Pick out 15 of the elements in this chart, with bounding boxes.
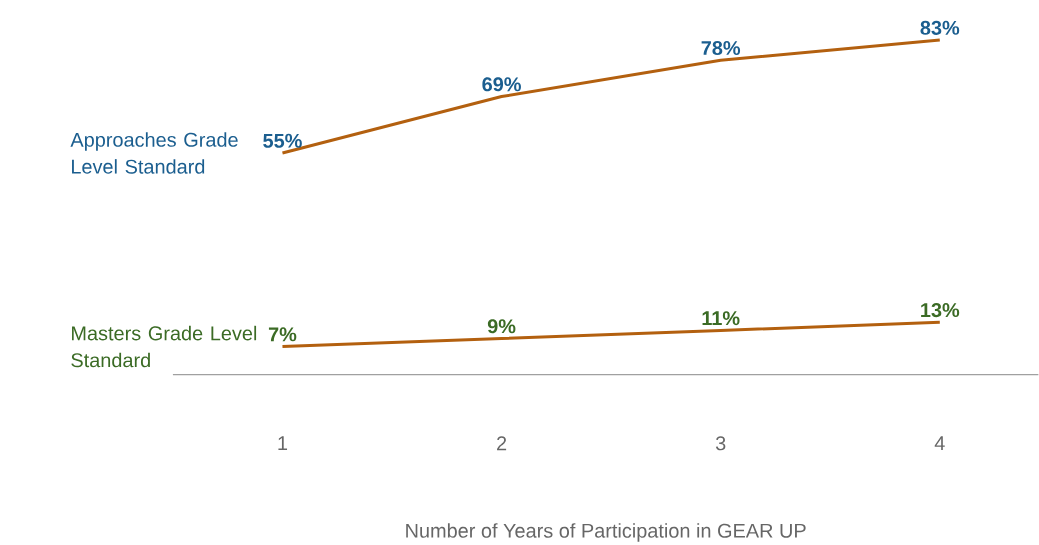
x-axis-title: Number of Years of Participation in GEAR UP: [406, 523, 806, 542]
text: Approaches Grade Level Standard: [70, 132, 238, 174]
data-label: 13%: [921, 303, 960, 318]
data-label: 69%: [482, 77, 521, 92]
series-label: Masters Grade Level Standard: [71, 325, 257, 368]
data-label: 55%: [263, 133, 302, 148]
x-tick-label: 1: [278, 436, 288, 450]
x-tick-label: 3: [715, 436, 726, 451]
x-tick-label: 4: [934, 436, 945, 450]
data-label: 78%: [701, 40, 741, 56]
data-label: 7%: [268, 327, 297, 342]
data-label: 83%: [920, 20, 960, 35]
data-label: 11%: [702, 311, 740, 326]
data-label: 9%: [487, 319, 516, 334]
x-tick-label: 2: [497, 436, 507, 451]
